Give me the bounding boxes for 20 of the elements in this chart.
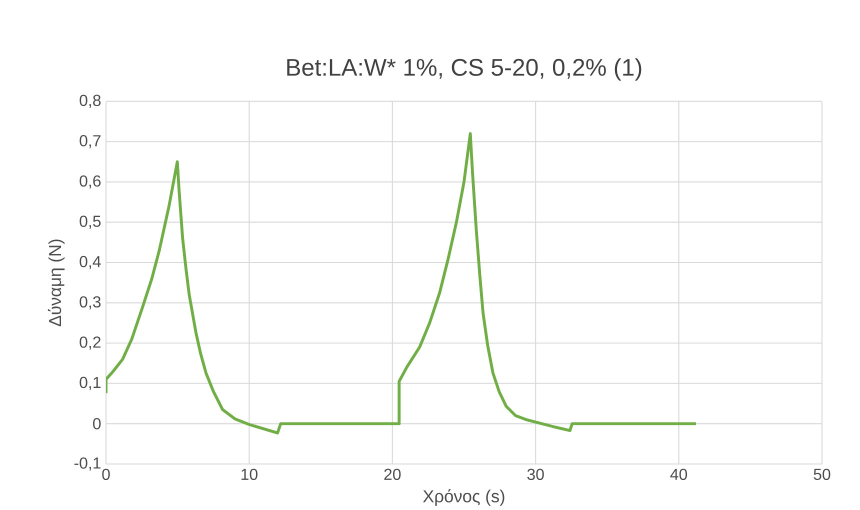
y-tick-label: -0,1 [74,457,101,471]
chart-title: Bet:LA:W* 1%, CS 5-20, 0,2% (1) [287,58,642,81]
y-axis-title: Δύναμη (N) [48,240,65,326]
y-tick-label: 0,5 [80,216,101,229]
x-tick-label: 20 [384,468,401,480]
y-tick-label: 0,7 [80,135,100,148]
y-tick-label: 0,4 [80,256,101,270]
x-axis-title: Χρόνος (s) [423,489,504,506]
y-tick-label: 0,3 [80,296,101,310]
line-series [106,132,698,434]
y-tick-label: 0,8 [80,94,101,108]
y-tick-label: 0,2 [80,336,100,350]
y-tick-label: 0,1 [80,376,101,390]
x-tick-label: 10 [242,468,258,480]
x-tick-label: 30 [527,468,544,480]
x-tick-label: 40 [670,468,688,480]
y-tick-label: 0,6 [80,175,101,189]
y-tick-label: 0 [93,418,101,430]
x-tick-label: 50 [814,468,830,480]
x-tick-label: 0 [102,468,110,480]
